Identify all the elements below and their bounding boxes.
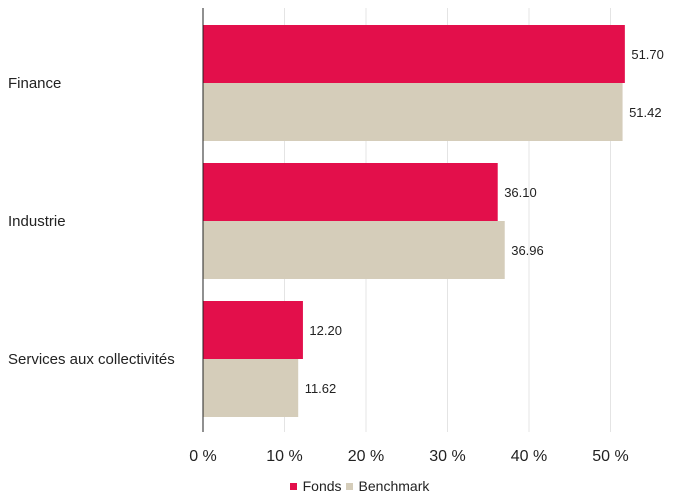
legend-item-fonds: Fonds [289,478,342,494]
bar-fonds-0 [203,25,625,83]
legend-swatch-benchmark [345,482,353,490]
bars [203,25,625,417]
legend-label-fonds: Fonds [302,478,342,494]
x-tick-labels: 0 % 10 % 20 % 30 % 40 % 50 % [189,448,629,465]
data-label-benchmark-0: 51.42 [629,105,662,120]
category-label-1: Industrie [8,213,66,230]
bar-benchmark-0 [203,83,623,141]
legend-label-benchmark: Benchmark [358,478,430,494]
data-label-benchmark-2: 11.62 [305,381,337,396]
x-tick-label-40: 40 % [511,448,547,465]
data-label-fonds-2: 12.20 [309,323,342,338]
bar-benchmark-2 [203,359,299,417]
data-label-fonds-1: 36.10 [504,185,537,200]
x-tick-label-50: 50 % [592,448,628,465]
x-tick-label-30: 30 % [429,448,465,465]
category-label-2: Services aux collectivités [8,351,175,368]
data-label-fonds-0: 51.70 [631,47,664,62]
data-labels: 51.70 51.42 36.10 36.96 12.20 11.62 [305,47,664,396]
bar-benchmark-1 [203,221,505,279]
bar-fonds-2 [203,301,303,359]
data-label-benchmark-1: 36.96 [511,243,544,258]
x-tick-label-20: 20 % [348,448,384,465]
category-labels: Finance Industrie Services aux collectivit… [8,75,175,368]
x-tick-label-10: 10 % [266,448,302,465]
x-tick-label-0: 0 % [189,448,217,465]
category-label-0: Finance [8,75,61,92]
legend-item-benchmark: Benchmark [345,478,430,494]
legend-swatch-fonds [289,482,297,490]
legend: Fonds Benchmark [0,476,673,496]
bar-fonds-1 [203,163,498,221]
